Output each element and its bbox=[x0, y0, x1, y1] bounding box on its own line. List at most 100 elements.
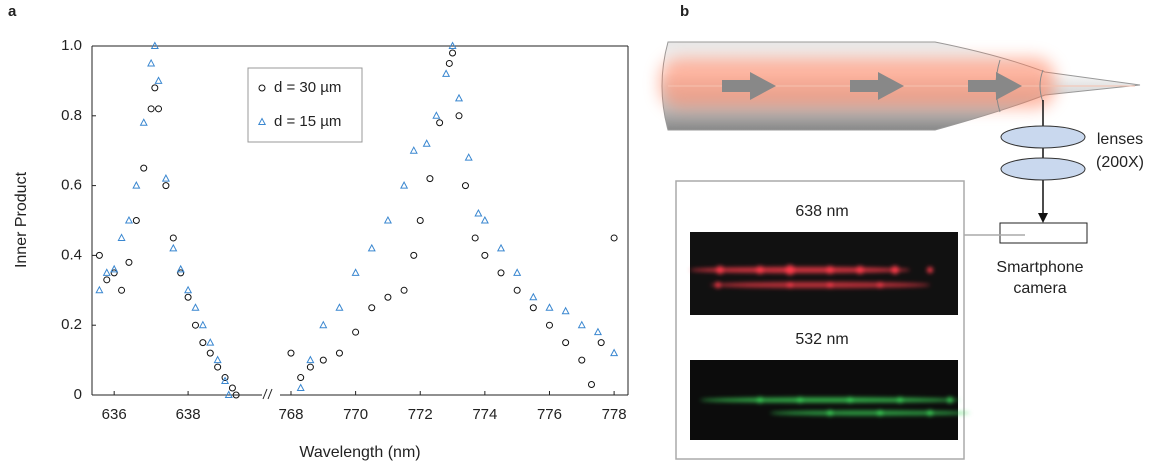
x-tick-label: 774 bbox=[472, 406, 497, 423]
y-axis-label: Inner Product bbox=[13, 171, 30, 268]
data-point bbox=[562, 339, 570, 347]
y-tick-label: 0.8 bbox=[61, 107, 82, 124]
data-point bbox=[150, 41, 159, 49]
data-point bbox=[155, 105, 163, 113]
data-point bbox=[319, 356, 327, 364]
data-point bbox=[471, 234, 479, 242]
y-tick-label: 0 bbox=[74, 386, 82, 403]
y-tick-label: 1.0 bbox=[61, 37, 82, 54]
data-point bbox=[184, 293, 192, 301]
data-point bbox=[561, 306, 570, 315]
data-point bbox=[221, 376, 230, 385]
data-point bbox=[351, 268, 360, 276]
data-point bbox=[154, 76, 163, 84]
legend-marker bbox=[257, 117, 267, 125]
data-point bbox=[147, 105, 155, 113]
data-point bbox=[432, 111, 441, 119]
data-point bbox=[480, 215, 489, 224]
data-point bbox=[224, 390, 233, 398]
data-point bbox=[422, 139, 431, 147]
data-point bbox=[400, 286, 408, 294]
data-point bbox=[352, 328, 360, 336]
panel-label: b bbox=[680, 3, 689, 20]
x-tick-label: 776 bbox=[537, 406, 562, 423]
data-point bbox=[110, 264, 119, 273]
data-point bbox=[445, 59, 453, 67]
data-point bbox=[454, 93, 464, 102]
data-point bbox=[206, 338, 215, 346]
data-point bbox=[368, 304, 376, 312]
x-tick-label: 778 bbox=[602, 406, 627, 423]
data-point bbox=[597, 339, 605, 347]
y-tick-label: 0.6 bbox=[61, 177, 82, 194]
data-point bbox=[161, 174, 170, 182]
data-point bbox=[529, 304, 537, 312]
data-point bbox=[306, 355, 315, 364]
data-point bbox=[416, 217, 424, 224]
data-point bbox=[191, 321, 199, 329]
lenses-label: lenses bbox=[1097, 131, 1143, 148]
data-point bbox=[474, 208, 483, 217]
data-point bbox=[177, 269, 185, 277]
data-point bbox=[481, 251, 489, 259]
data-point bbox=[287, 349, 295, 357]
data-point bbox=[103, 276, 111, 284]
data-point bbox=[296, 383, 305, 392]
data-point bbox=[587, 381, 595, 389]
data-point bbox=[191, 303, 200, 311]
data-point bbox=[140, 164, 148, 172]
data-point bbox=[221, 374, 229, 382]
x-tick-label: 770 bbox=[343, 406, 368, 423]
data-point bbox=[496, 243, 506, 252]
data-point bbox=[117, 233, 126, 241]
data-point bbox=[449, 49, 457, 57]
data-point bbox=[147, 58, 156, 67]
data-point bbox=[455, 112, 463, 120]
data-point bbox=[214, 363, 222, 371]
data-point bbox=[110, 269, 118, 277]
data-point bbox=[198, 320, 207, 329]
data-point bbox=[162, 182, 170, 190]
data-point bbox=[151, 84, 159, 92]
data-point bbox=[319, 320, 328, 329]
data-point bbox=[545, 303, 554, 311]
data-point bbox=[335, 349, 343, 357]
legend-label: d = 15 µm bbox=[274, 113, 341, 130]
y-tick-label: 0.4 bbox=[61, 246, 82, 263]
data-point bbox=[199, 339, 207, 347]
data-point bbox=[436, 119, 444, 127]
data-point bbox=[461, 182, 469, 190]
axes-frame bbox=[91, 45, 629, 400]
y-tick-label: 0.2 bbox=[61, 316, 82, 333]
data-point bbox=[577, 320, 586, 329]
legend-box bbox=[247, 67, 363, 143]
data-point bbox=[529, 292, 538, 301]
data-point bbox=[184, 285, 193, 294]
data-point bbox=[545, 321, 553, 329]
data-point bbox=[95, 285, 104, 294]
data-point bbox=[228, 384, 236, 392]
camera-label: Smartphone bbox=[996, 259, 1083, 276]
data-point bbox=[118, 286, 126, 294]
data-point bbox=[384, 293, 392, 301]
data-point bbox=[409, 146, 418, 154]
data-point bbox=[95, 251, 103, 259]
data-point bbox=[139, 118, 148, 126]
data-point bbox=[125, 258, 133, 266]
camera-label: camera bbox=[1013, 280, 1066, 297]
legend-entry: d = 15 µm bbox=[257, 113, 341, 130]
data-point bbox=[410, 251, 418, 259]
image-label: 532 nm bbox=[795, 331, 848, 348]
data-point bbox=[513, 286, 521, 294]
x-tick-label: 768 bbox=[278, 406, 303, 423]
data-point bbox=[426, 175, 434, 183]
panel-label: a bbox=[8, 3, 17, 20]
data-point bbox=[400, 181, 409, 189]
data-point bbox=[102, 268, 111, 276]
data-point bbox=[448, 41, 457, 49]
data-point bbox=[610, 234, 618, 242]
data-point bbox=[442, 69, 451, 77]
data-point bbox=[610, 348, 619, 357]
data-point bbox=[132, 181, 141, 189]
